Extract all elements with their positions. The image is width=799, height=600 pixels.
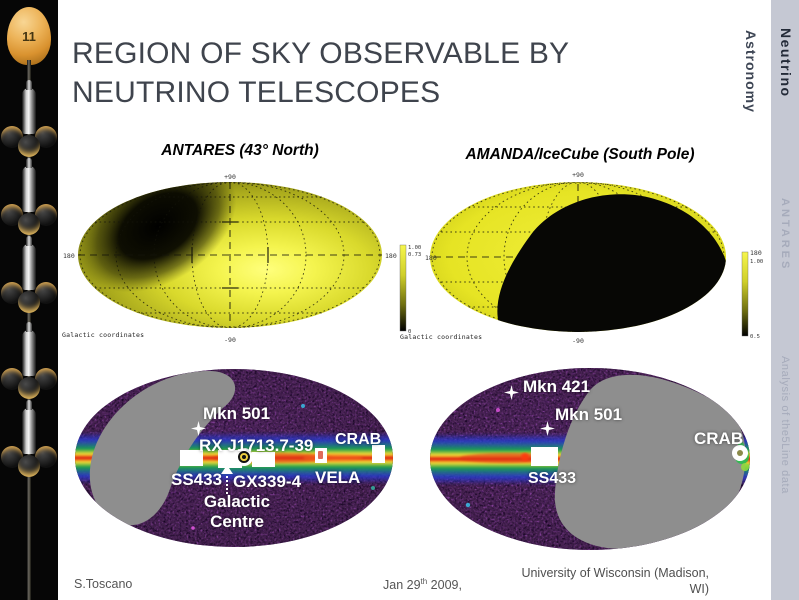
colorbar-bottom-value: 0.5 — [750, 334, 760, 340]
rail-neutrino-label: Neutrino — [778, 28, 794, 98]
optical-module-icon — [35, 368, 57, 390]
masked-region — [89, 370, 236, 526]
optical-module-icon — [18, 455, 40, 477]
detector-storey-icon — [1, 158, 57, 246]
optical-module-icon — [35, 446, 57, 468]
crab-box — [372, 445, 385, 463]
rail-analysis-label: Analysis of the5Line data — [779, 356, 791, 494]
unobservable-region — [497, 194, 726, 332]
tick-top: +90 — [572, 171, 584, 179]
cylinder-icon — [22, 400, 36, 454]
source-label-vela: VELA — [315, 468, 361, 487]
detector-storey-icon — [1, 80, 57, 168]
antares-map-title: ANTARES (43° North) — [161, 142, 319, 159]
footer-venue: University of Wisconsin (Madison, WI) — [485, 566, 709, 597]
footer-venue-line1: University of Wisconsin (Madison, — [521, 566, 709, 580]
masked-region — [554, 374, 746, 550]
source-box — [180, 450, 203, 466]
optical-module-icon — [18, 213, 40, 235]
detector-storey-icon — [1, 400, 57, 488]
amanda-map-title: AMANDA/IceCube (South Pole) — [465, 146, 695, 163]
cylinder-icon — [22, 158, 36, 212]
source-label-mkn501: Mkn 501 — [555, 405, 623, 424]
amanda-visibility-figure: +90 -90 180 180 1.00 0.5 — [425, 171, 763, 345]
optical-module-icon — [1, 282, 23, 304]
optical-module-icon — [1, 446, 23, 468]
tick-bottom: -90 — [224, 336, 236, 344]
source-label-mkn421: Mkn 421 — [523, 377, 591, 396]
colorbar-top-value: 1.00 — [408, 245, 421, 251]
source-label-crab: CRAB — [335, 431, 382, 448]
antares-sky-map: Mkn 501 RX J1713.7-39 CRAB SS433 GX339-4… — [73, 368, 398, 550]
star-marker-icon — [540, 421, 555, 436]
source-label-ss433: SS433 — [171, 470, 223, 489]
optical-module-icon — [1, 368, 23, 390]
colorbar-bottom-value: 0 — [408, 329, 411, 335]
detector-string-rail: 11 — [0, 0, 58, 600]
amanda-visibility-map: +90 -90 180 180 1.00 0.5 — [424, 164, 764, 351]
footer-date-tail: 2009, — [427, 578, 462, 593]
footer-date-main: Jan 29 — [383, 578, 421, 593]
visibility-colorbar — [399, 244, 407, 332]
antares-coords-label: Galactic coordinates — [62, 331, 145, 339]
colorbar-mid-value: 0.73 — [408, 252, 421, 258]
buoy-icon: 11 — [7, 7, 51, 65]
antares-visibility-figure: +90 -90 180 180 1.00 0.73 0 — [63, 173, 421, 344]
page-title: REGION OF SKY OBSERVABLE BY NEUTRINO TEL… — [72, 34, 569, 112]
cylinder-icon — [22, 80, 36, 134]
antares-visibility-map: +90 -90 180 180 1.00 0.73 0 — [62, 168, 422, 351]
optical-module-icon — [35, 126, 57, 148]
pointer-dotted-line — [226, 476, 228, 494]
source-box — [252, 452, 275, 467]
source-label-galactic-centre: Galactic Centre — [203, 492, 271, 531]
source-label-gx339: GX339-4 — [233, 472, 302, 491]
vela-box — [315, 448, 327, 463]
triangle-marker-icon — [221, 465, 233, 474]
right-sidebar: Neutrino ANTARES Analysis of the5Line da… — [771, 0, 799, 600]
cylinder-icon — [22, 236, 36, 290]
source-label-ss433: SS433 — [528, 470, 577, 487]
rail-astronomy-label: Astronomy — [743, 30, 759, 113]
source-label-rxj1713: RX J1713.7-39 — [199, 436, 314, 455]
star-marker-icon — [191, 421, 206, 436]
cylinder-icon — [22, 322, 36, 376]
amanda-sky-map: Mkn 421 Mkn 501 CRAB SS433 — [428, 365, 753, 553]
tick-left: 180 — [425, 254, 437, 262]
footer-date-suffix: th — [420, 577, 428, 586]
tick-right: 180 — [385, 252, 397, 260]
optical-module-icon — [18, 377, 40, 399]
rail-antares-label: ANTARES — [779, 198, 791, 272]
slide-number: 11 — [22, 29, 36, 44]
circled-dot-marker-icon — [235, 448, 253, 466]
amanda-coords-label: Galactic coordinates — [400, 333, 483, 341]
optical-module-icon — [35, 204, 57, 226]
footer-date: Jan 29th 2009, — [383, 577, 462, 592]
optical-module-icon — [35, 282, 57, 304]
optical-module-icon — [18, 291, 40, 313]
source-label-mkn501: Mkn 501 — [203, 404, 271, 423]
source-label-crab: CRAB — [694, 429, 744, 448]
optical-module-icon — [1, 126, 23, 148]
crab-marker-icon — [732, 445, 748, 461]
optical-module-icon — [1, 204, 23, 226]
optical-module-icon — [18, 135, 40, 157]
colorbar-top-value: 1.00 — [750, 259, 763, 265]
ss433-box — [531, 447, 558, 466]
footer-author: S.Toscano — [74, 577, 133, 591]
star-marker-icon — [504, 385, 519, 400]
amanda-sky-figure — [430, 368, 750, 550]
title-line-1: REGION OF SKY OBSERVABLE BY — [72, 37, 570, 70]
tick-left: 180 — [63, 252, 75, 260]
tick-right: 180 — [750, 249, 762, 257]
detector-storey-icon — [1, 322, 57, 410]
tick-bottom: -90 — [572, 337, 584, 345]
vela-marker-icon — [318, 451, 323, 459]
footer-venue-line2: WI) — [689, 581, 709, 596]
tick-top: +90 — [224, 173, 236, 181]
visibility-colorbar — [741, 251, 749, 337]
title-line-2: NEUTRINO TELESCOPES — [72, 76, 441, 109]
detector-storey-icon — [1, 236, 57, 324]
